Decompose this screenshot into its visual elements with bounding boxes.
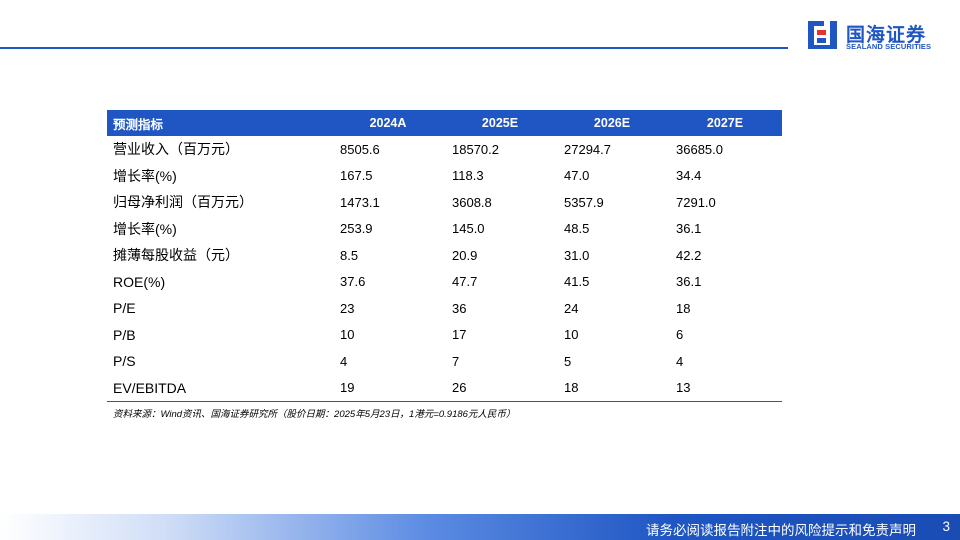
cell-value: 5357.9 [564,194,604,210]
forecast-table: 预测指标 2024A 2025E 2026E 2027E 营业收入（百万元） 8… [107,110,782,402]
sealand-logo-icon [808,21,837,49]
table-row: P/E 23 36 24 18 [107,295,782,322]
table-header-row: 预测指标 2024A 2025E 2026E 2027E [107,110,782,136]
row-label: 增长率(%) [113,220,177,237]
table-row: P/S 4 7 5 4 [107,348,782,375]
brand-name-cn: 国海证券 [846,25,927,46]
cell-value: 118.3 [452,168,484,184]
cell-value: 1473.1 [340,194,380,210]
cell-value: 5 [564,353,572,369]
cell-value: 20.9 [452,247,478,263]
header-year: 2026E [556,110,668,136]
brand-logo: 国海证券 SEALAND SECURITIES [806,18,946,54]
cell-value: 7 [452,353,460,369]
cell-value: 37.6 [340,274,366,290]
header-year: 2027E [668,110,782,136]
row-label: P/B [113,326,136,343]
header-rule [0,47,788,49]
cell-value: 36 [452,300,467,316]
cell-value: 23 [340,300,355,316]
table-row: EV/EBITDA 19 26 18 13 [107,374,782,402]
cell-value: 31.0 [564,247,590,263]
cell-value: 47.7 [452,274,478,290]
cell-value: 10 [564,327,579,343]
cell-value: 4 [340,353,348,369]
page-number: 3 [942,519,950,534]
cell-value: 18570.2 [452,141,499,157]
table-row: 增长率(%) 253.9 145.0 48.5 36.1 [107,216,782,243]
footer-bar: 请务必阅读报告附注中的风险提示和免责声明 3 [0,514,960,540]
cell-value: 41.5 [564,274,590,290]
cell-value: 36685.0 [676,141,723,157]
cell-value: 18 [556,374,668,402]
cell-value: 145.0 [452,221,485,237]
cell-value: 47.0 [564,168,590,184]
row-label: 增长率(%) [113,167,177,184]
header-year: 2025E [444,110,556,136]
cell-value: 8.5 [340,247,359,263]
cell-value: 26 [444,374,556,402]
cell-value: 167.5 [340,168,373,184]
cell-value: 10 [340,327,355,343]
row-label: 归母净利润（百万元） [113,194,253,211]
cell-value: 42.2 [676,247,702,263]
row-label: P/S [113,353,136,370]
source-note: 资料来源：Wind资讯、国海证券研究所（股价日期：2025年5月23日，1港元=… [113,409,516,420]
row-label: P/E [113,300,136,317]
table-row: P/B 10 17 10 6 [107,322,782,349]
cell-value: 34.4 [676,168,702,184]
table-row: 摊薄每股收益（元） 8.5 20.9 31.0 42.2 [107,242,782,269]
cell-value: 27294.7 [564,141,611,157]
row-label: 营业收入（百万元） [113,141,239,158]
cell-value: 8505.6 [340,141,380,157]
forecast-table-container: 预测指标 2024A 2025E 2026E 2027E 营业收入（百万元） 8… [107,110,782,402]
cell-value: 7291.0 [676,194,716,210]
cell-value: 36.1 [676,274,702,290]
table-row: 增长率(%) 167.5 118.3 47.0 34.4 [107,163,782,190]
cell-value: 4 [676,353,684,369]
cell-value: 24 [564,300,579,316]
footer-disclaimer: 请务必阅读报告附注中的风险提示和免责声明 [646,523,916,538]
row-label: 摊薄每股收益（元） [113,247,239,264]
cell-value: 17 [452,327,467,343]
cell-value: 253.9 [340,221,373,237]
table-row: 归母净利润（百万元） 1473.1 3608.8 5357.9 7291.0 [107,189,782,216]
cell-value: 18 [676,300,691,316]
cell-value: 6 [676,327,684,343]
row-label: ROE(%) [113,273,166,290]
brand-name-en: SEALAND SECURITIES [846,42,932,51]
header-label: 预测指标 [107,110,332,136]
table-row: ROE(%) 37.6 47.7 41.5 36.1 [107,269,782,296]
row-label: EV/EBITDA [107,374,332,402]
cell-value: 48.5 [564,221,590,237]
cell-value: 19 [332,374,444,402]
cell-value: 3608.8 [452,194,492,210]
cell-value: 13 [668,374,782,402]
header-year: 2024A [332,110,444,136]
table-row: 营业收入（百万元） 8505.6 18570.2 27294.7 36685.0 [107,136,782,163]
cell-value: 36.1 [676,221,702,237]
